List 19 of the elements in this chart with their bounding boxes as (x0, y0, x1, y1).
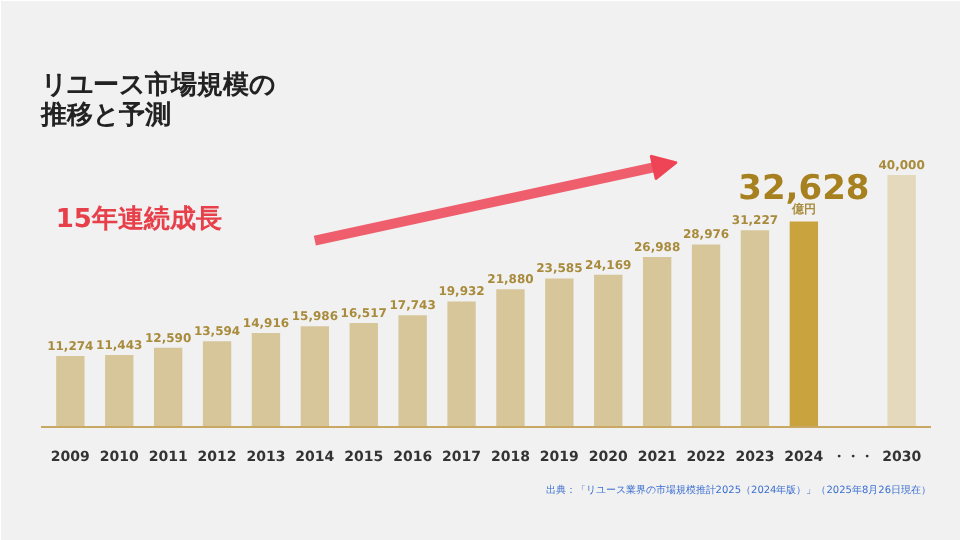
bar (691, 244, 721, 427)
bar (56, 355, 85, 427)
bar (594, 274, 623, 427)
bar (398, 315, 427, 427)
bar (789, 221, 819, 427)
annotation: 15年連続成長 (55, 205, 222, 236)
bar (105, 354, 134, 427)
bar (496, 289, 525, 427)
bar (887, 175, 916, 427)
chart-title: リユース市場規模の推移と予測 (39, 69, 275, 131)
bar (300, 326, 330, 427)
bar (447, 301, 476, 427)
bar (153, 347, 183, 427)
bar (349, 322, 378, 427)
bar (545, 278, 574, 427)
bar (740, 230, 770, 427)
bar (251, 333, 281, 427)
bar (202, 341, 232, 427)
bar (642, 256, 672, 427)
